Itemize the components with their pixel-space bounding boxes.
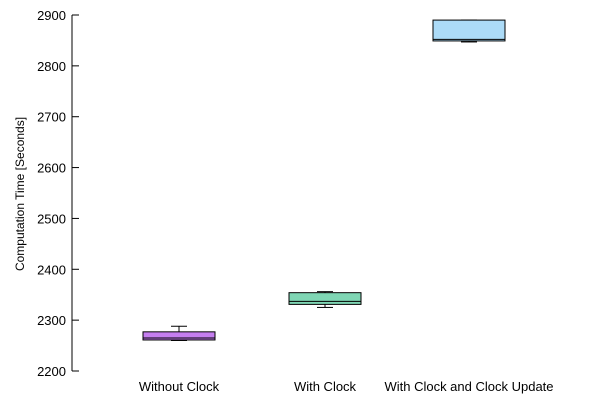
boxes	[142, 19, 506, 341]
y-tick-label: 2400	[37, 262, 66, 277]
box-series	[432, 19, 506, 43]
y-tick-label: 2600	[37, 161, 66, 176]
y-tick-label: 2900	[37, 8, 66, 23]
labels: Computation Time [Seconds]	[13, 117, 27, 271]
box-series	[142, 325, 216, 341]
y-tick-label: 2800	[37, 59, 66, 74]
x-tick-label: Without Clock	[139, 379, 220, 394]
box-body	[142, 331, 216, 341]
box-series	[288, 291, 362, 308]
axes: 2200 2300 2400 2500 2600 2700 2800 2900 Without …	[37, 8, 553, 394]
y-tick-label: 2500	[37, 211, 66, 226]
y-tick-label: 2700	[37, 110, 66, 125]
y-tick-label: 2200	[37, 364, 66, 379]
x-tick-label: With Clock	[294, 379, 357, 394]
box-body	[288, 292, 362, 305]
y-tick-label: 2300	[37, 313, 66, 328]
y-axis-label: Computation Time [Seconds]	[13, 117, 27, 271]
x-tick-label: With Clock and Clock Update	[384, 379, 553, 394]
box-body	[432, 19, 506, 42]
